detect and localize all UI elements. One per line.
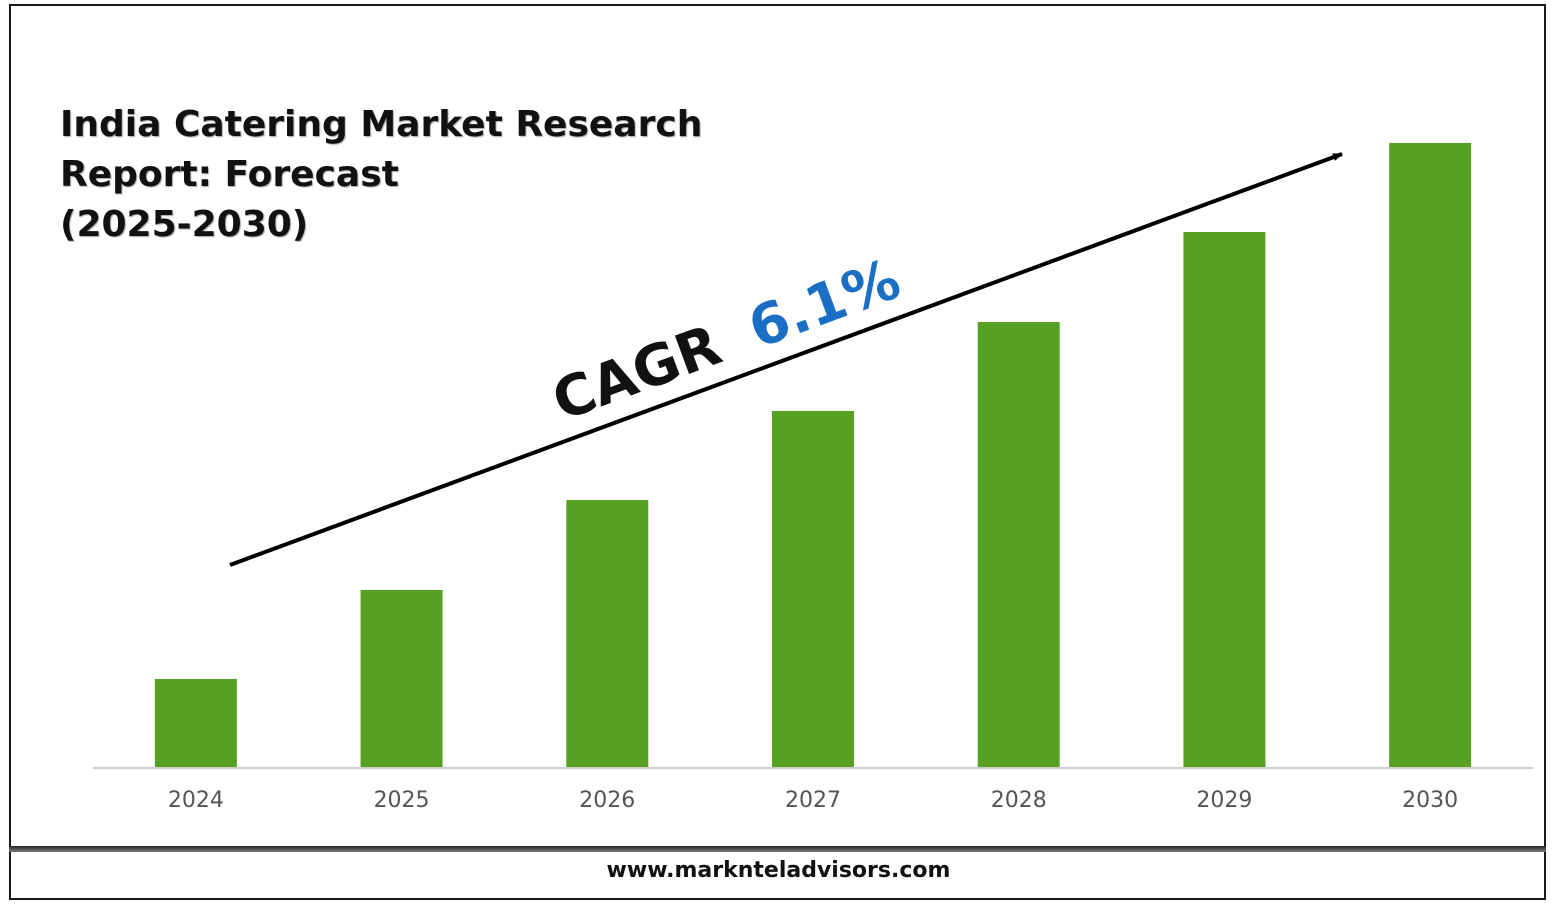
x-tick-label-2025: 2025	[374, 788, 430, 813]
x-tick-label-2026: 2026	[579, 788, 635, 813]
x-tick-label-2028: 2028	[991, 788, 1047, 813]
footer-url: www.marknteladvisors.com	[606, 858, 951, 883]
bar-2026	[566, 500, 649, 767]
title-line-3: (2025-2030)	[60, 204, 309, 245]
x-tick-label-2030: 2030	[1402, 788, 1458, 813]
bar-2028	[977, 322, 1060, 767]
x-tick-labels: 2024 2025 2026 2027 2028 2029 2030	[168, 788, 1458, 813]
title-line-1: India Catering Market Research	[60, 104, 703, 145]
cagr-annotation: CAGR 6.1%	[544, 247, 908, 434]
x-tick-label-2027: 2027	[785, 788, 841, 813]
bar-2025	[360, 590, 443, 767]
x-tick-label-2029: 2029	[1196, 788, 1252, 813]
bar-2029	[1183, 232, 1266, 767]
bar-2027	[772, 411, 854, 767]
title-line-2: Report: Forecast	[60, 154, 399, 195]
chart-title: India Catering Market Research Report: F…	[60, 100, 760, 250]
x-tick-label-2024: 2024	[168, 788, 224, 813]
bar-2024	[154, 679, 237, 767]
bar-2030	[1389, 143, 1472, 767]
bars-group	[154, 143, 1472, 767]
footer-divider	[9, 846, 1546, 852]
trend-arrow-icon	[229, 152, 1343, 567]
